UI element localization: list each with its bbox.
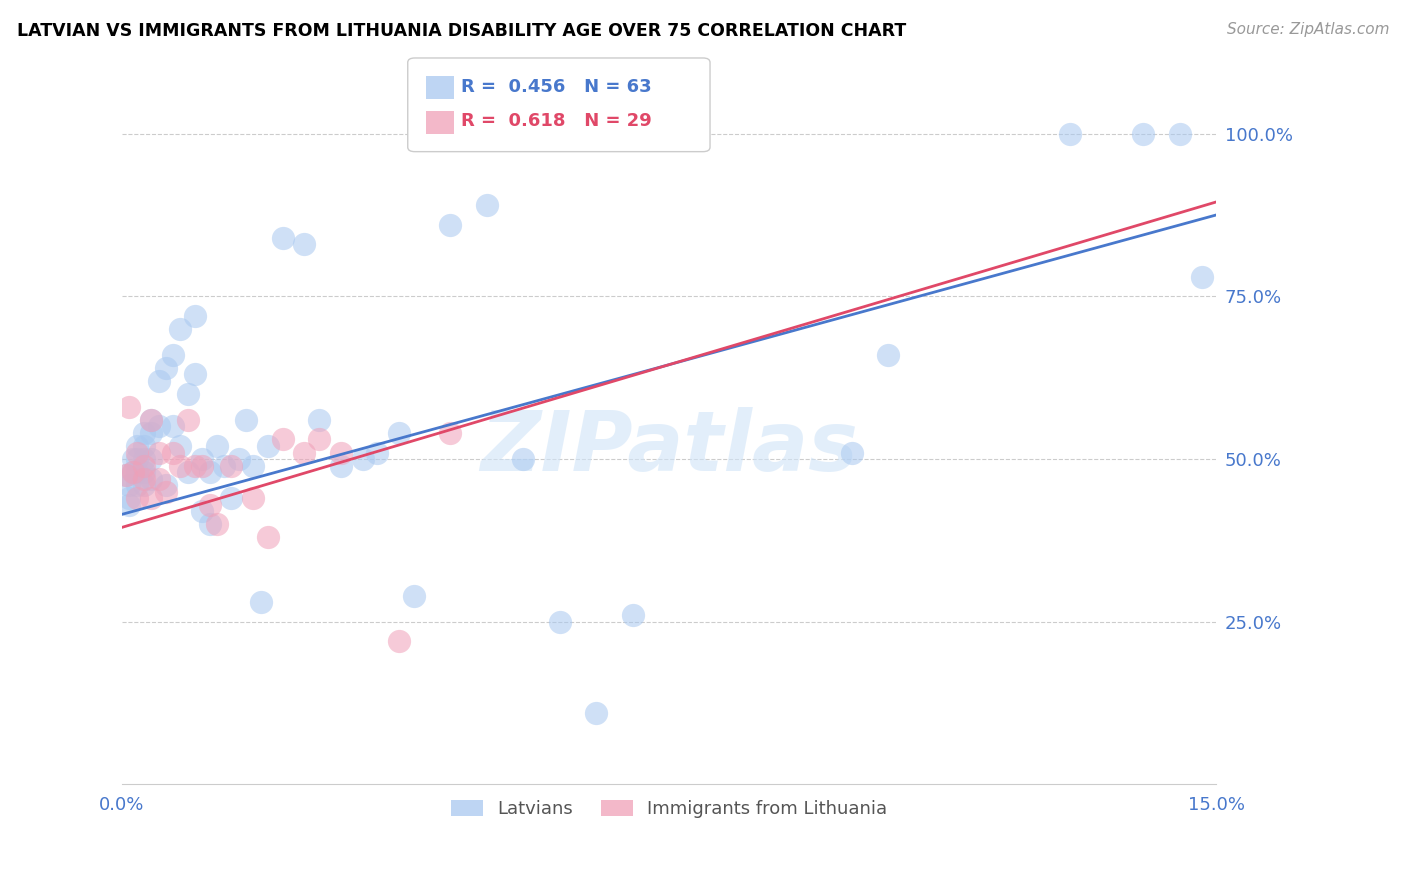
Point — [1168, 127, 1191, 141]
Point — [308, 433, 330, 447]
Point — [235, 413, 257, 427]
Point — [132, 439, 155, 453]
Point — [228, 452, 250, 467]
Point — [221, 458, 243, 473]
Point — [198, 517, 221, 532]
Point — [132, 478, 155, 492]
Point — [184, 458, 207, 473]
Point — [439, 218, 461, 232]
Point — [169, 439, 191, 453]
Point — [162, 419, 184, 434]
Point — [191, 458, 214, 473]
Point — [148, 445, 170, 459]
Point — [176, 465, 198, 479]
Point — [184, 309, 207, 323]
Text: ZIPatlas: ZIPatlas — [481, 408, 858, 489]
Point — [1059, 127, 1081, 141]
Point — [1132, 127, 1154, 141]
Point — [155, 478, 177, 492]
Point — [242, 491, 264, 505]
Text: R =  0.618   N = 29: R = 0.618 N = 29 — [461, 112, 652, 130]
Point — [118, 478, 141, 492]
Point — [191, 504, 214, 518]
Text: Source: ZipAtlas.com: Source: ZipAtlas.com — [1226, 22, 1389, 37]
Point — [191, 452, 214, 467]
Point — [132, 458, 155, 473]
Point — [294, 445, 316, 459]
Point — [132, 425, 155, 440]
Point — [125, 491, 148, 505]
Point — [148, 471, 170, 485]
Point — [249, 595, 271, 609]
Point — [176, 413, 198, 427]
Point — [621, 608, 644, 623]
Point — [877, 348, 900, 362]
Point — [114, 468, 136, 483]
Point — [221, 491, 243, 505]
Point — [169, 458, 191, 473]
Legend: Latvians, Immigrants from Lithuania: Latvians, Immigrants from Lithuania — [443, 793, 894, 825]
Point — [132, 465, 155, 479]
Point — [257, 530, 280, 544]
Point — [155, 360, 177, 375]
Point — [198, 465, 221, 479]
Point — [141, 471, 163, 485]
Point — [512, 127, 534, 141]
Point — [352, 452, 374, 467]
Point — [148, 419, 170, 434]
Point — [212, 458, 235, 473]
Point — [118, 498, 141, 512]
Point — [118, 491, 141, 505]
Point — [198, 498, 221, 512]
Point — [548, 615, 571, 629]
Point — [388, 425, 411, 440]
Point — [141, 413, 163, 427]
Point — [257, 439, 280, 453]
Point — [308, 413, 330, 427]
Point — [155, 484, 177, 499]
Point — [162, 348, 184, 362]
Point — [1191, 269, 1213, 284]
Point — [271, 433, 294, 447]
Point — [162, 445, 184, 459]
Point — [176, 387, 198, 401]
Point — [294, 237, 316, 252]
Point — [122, 465, 145, 479]
Point — [439, 425, 461, 440]
Point — [125, 452, 148, 467]
Point — [125, 445, 148, 459]
Point — [132, 452, 155, 467]
Text: R =  0.456   N = 63: R = 0.456 N = 63 — [461, 78, 652, 95]
Point — [388, 634, 411, 648]
Point — [475, 198, 498, 212]
Point — [366, 445, 388, 459]
Point — [329, 445, 352, 459]
Point — [118, 400, 141, 414]
Point — [184, 368, 207, 382]
Point — [169, 322, 191, 336]
Point — [841, 445, 863, 459]
Point — [512, 452, 534, 467]
Point — [125, 478, 148, 492]
Point — [132, 471, 155, 485]
Point — [148, 374, 170, 388]
Point — [585, 706, 607, 720]
Point — [271, 231, 294, 245]
Point — [141, 452, 163, 467]
Point — [122, 465, 145, 479]
Point — [329, 458, 352, 473]
Point — [114, 468, 136, 483]
Point — [205, 517, 228, 532]
Text: LATVIAN VS IMMIGRANTS FROM LITHUANIA DISABILITY AGE OVER 75 CORRELATION CHART: LATVIAN VS IMMIGRANTS FROM LITHUANIA DIS… — [17, 22, 905, 40]
Point — [402, 589, 425, 603]
Point — [205, 439, 228, 453]
Point — [141, 491, 163, 505]
Point — [141, 413, 163, 427]
Point — [125, 439, 148, 453]
Point — [125, 465, 148, 479]
Point — [122, 452, 145, 467]
Point — [141, 425, 163, 440]
Point — [242, 458, 264, 473]
